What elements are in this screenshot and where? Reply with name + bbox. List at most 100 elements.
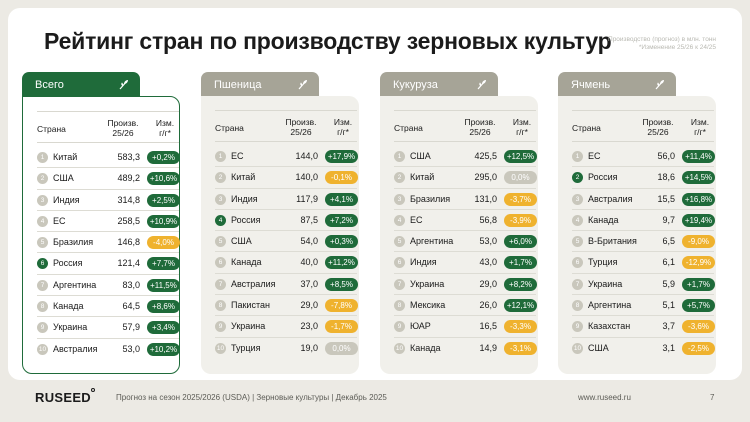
- header-country: Страна: [394, 123, 423, 133]
- tab-label: Пшеница: [214, 79, 262, 91]
- rank-badge: 5: [572, 236, 583, 248]
- rank-badge: 3: [394, 193, 405, 205]
- country-name: Турция: [231, 342, 261, 353]
- table-row: 9 Украина 57,9 +3,4%: [37, 317, 180, 339]
- production-value: 3,1: [662, 342, 675, 353]
- header-change: Изм. г/г*: [684, 117, 716, 137]
- table-body: 1 ЕС 56,0 +11,4% 2 Россия 18,6 +14,5% 3 Австралия…: [572, 146, 715, 359]
- change-badge: +1,7%: [682, 277, 715, 291]
- header-production-line-2: 25/26: [112, 128, 134, 138]
- change-badge: +8,6%: [147, 300, 180, 314]
- header-change-line-1: Изм.: [690, 117, 710, 127]
- production-value: 37,0: [300, 278, 318, 289]
- change-badge: -4,0%: [147, 236, 180, 250]
- table-row: 5 Аргентина 53,0 +6,0%: [394, 231, 537, 253]
- tab-3[interactable]: Ячмень: [558, 72, 676, 98]
- rank-badge: 6: [37, 258, 48, 270]
- rank-badge: 9: [215, 321, 226, 333]
- change-badge: +1,7%: [504, 256, 537, 270]
- table-header: Страна Произв. 25/26 Изм. г/г*: [572, 110, 714, 142]
- country-name: Пакистан: [231, 300, 270, 311]
- table-row: 4 Канада 9,7 +19,4%: [572, 210, 715, 232]
- production-value: 5,1: [662, 300, 675, 311]
- production-value: 5,9: [662, 278, 675, 289]
- country-name: США: [231, 236, 252, 247]
- table-row: 8 Мексика 26,0 +12,1%: [394, 295, 537, 317]
- table-row: 8 Канада 64,5 +8,6%: [37, 296, 180, 318]
- country-name: Канада: [53, 301, 84, 312]
- change-badge: +12,1%: [504, 299, 537, 313]
- production-value: 258,5: [117, 215, 140, 226]
- production-value: 83,0: [122, 279, 140, 290]
- rank-badge: 3: [572, 193, 583, 205]
- table-row: 3 Индия 117,9 +4,1%: [215, 189, 358, 210]
- rank-badge: 8: [394, 300, 405, 312]
- tab-1[interactable]: Пшеница: [201, 72, 319, 98]
- country-name: Россия: [231, 214, 261, 225]
- tab-2[interactable]: Кукуруза: [380, 72, 498, 98]
- footer-url[interactable]: www.ruseed.ru: [578, 393, 631, 402]
- change-badge: +11,2%: [325, 256, 358, 270]
- rank-badge: 2: [394, 172, 405, 184]
- country-name: Австралия: [231, 278, 276, 289]
- table-row: 4 ЕС 56,8 -3,9%: [394, 210, 537, 232]
- country-name: США: [53, 173, 74, 184]
- header-change-line-2: г/г*: [159, 128, 171, 138]
- production-value: 56,8: [479, 214, 497, 225]
- country-name: Канада: [231, 257, 262, 268]
- rank-badge: 4: [215, 214, 226, 226]
- change-badge: -3,1%: [504, 341, 537, 355]
- country-name: Украина: [588, 278, 623, 289]
- production-value: 64,5: [122, 301, 140, 312]
- production-value: 19,0: [300, 342, 318, 353]
- header-production-line-2: 25/26: [469, 127, 491, 137]
- table-header: Страна Произв. 25/26 Изм. г/г*: [394, 110, 536, 142]
- country-name: Бразилия: [410, 193, 451, 204]
- rank-badge: 8: [37, 301, 48, 313]
- header-production: Произв. 25/26: [636, 117, 680, 137]
- rank-badge: 4: [394, 214, 405, 226]
- country-name: Китай: [410, 172, 435, 183]
- change-badge: +11,4%: [682, 150, 715, 163]
- country-name: ЕС: [588, 151, 601, 161]
- change-badge: +11,5%: [147, 278, 180, 292]
- table-header: Страна Произв. 25/26 Изм. г/г*: [215, 110, 357, 142]
- header-change: Изм. г/г*: [327, 117, 359, 137]
- table-row: 3 Австралия 15,5 +16,8%: [572, 189, 715, 210]
- rank-badge: 2: [37, 173, 48, 185]
- header-country: Страна: [37, 124, 66, 134]
- header-country: Страна: [572, 123, 601, 133]
- change-badge: -2,5%: [682, 341, 715, 355]
- tab-0[interactable]: Всего: [22, 72, 140, 100]
- table-row: 5 В-Британия 6,5 -9,0%: [572, 231, 715, 253]
- table-body: 1 Китай 583,3 +0,2% 2 США 489,2 +10,6% 3 Индия 314…: [37, 147, 180, 360]
- header-production-line-1: Произв.: [285, 117, 317, 127]
- wheat-icon: [298, 80, 307, 90]
- production-value: 53,0: [479, 236, 497, 247]
- production-value: 57,9: [122, 322, 140, 333]
- tab-label: Всего: [35, 79, 64, 91]
- table-body: 1 США 425,5 +12,5% 2 Китай 295,0 0,0% 3 Бразилия 1…: [394, 146, 537, 359]
- production-value: 14,9: [479, 342, 497, 353]
- table-row: 4 ЕС 258,5 +10,9%: [37, 211, 180, 233]
- rank-badge: 4: [572, 214, 583, 226]
- production-value: 18,6: [657, 172, 675, 183]
- rank-badge: 10: [215, 342, 226, 354]
- table-row: 2 США 489,2 +10,6%: [37, 168, 180, 190]
- units-note: Производство (прогноз) в млн. тонн *Изме…: [608, 36, 716, 52]
- production-value: 131,0: [474, 193, 497, 204]
- header-change-line-2: г/г*: [337, 127, 349, 137]
- rank-badge: 9: [37, 322, 48, 334]
- table-row: 7 Украина 29,0 +8,2%: [394, 274, 537, 296]
- change-badge: +5,7%: [682, 299, 715, 313]
- country-name: Китай: [231, 172, 256, 183]
- header-change-line-1: Изм.: [333, 117, 353, 127]
- table-row: 3 Индия 314,8 +2,5%: [37, 190, 180, 211]
- rank-badge: 1: [394, 151, 405, 162]
- table-row: 4 Россия 87,5 +7,2%: [215, 210, 358, 232]
- table-row: 6 Турция 6,1 -12,9%: [572, 252, 715, 274]
- footer: RUSEED Прогноз на сезон 2025/2026 (USDA)…: [0, 380, 750, 422]
- footer-caption: Прогноз на сезон 2025/2026 (USDA) | Зерн…: [116, 393, 387, 402]
- table-row: 9 ЮАР 16,5 -3,3%: [394, 316, 537, 338]
- production-value: 53,0: [122, 343, 140, 354]
